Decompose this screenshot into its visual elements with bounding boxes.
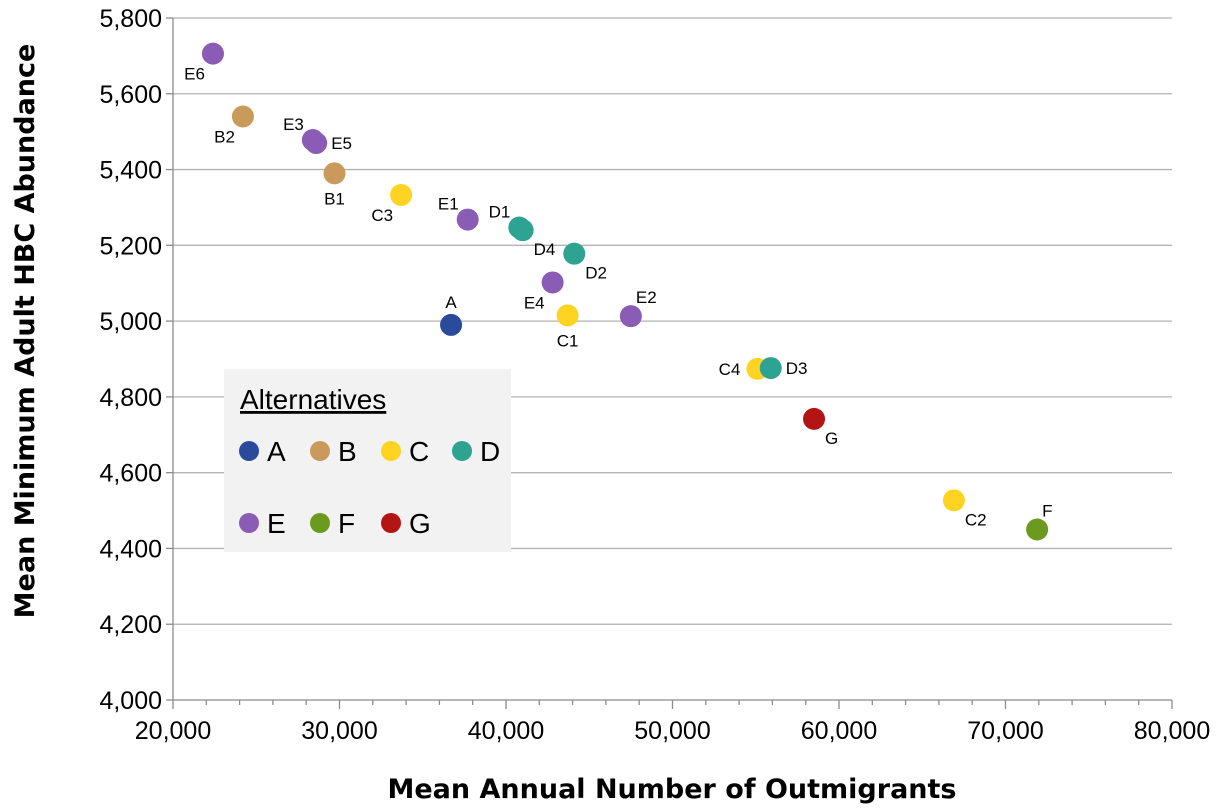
- point-label-g: G: [825, 429, 838, 448]
- point-a: [440, 313, 463, 336]
- x-tick-label: 70,000: [967, 717, 1043, 745]
- y-tick-label: 4,400: [99, 535, 162, 563]
- point-e1: [456, 208, 479, 231]
- point-c2: [942, 489, 965, 512]
- legend-marker-g: [381, 513, 401, 533]
- legend-marker-f: [310, 513, 330, 533]
- legend-label-a: A: [267, 436, 286, 467]
- legend-label-f: F: [338, 508, 355, 539]
- x-tick-label: 20,000: [135, 717, 211, 745]
- y-tick-label: 4,600: [99, 460, 162, 488]
- point-e5: [305, 132, 328, 155]
- y-axis-ticks: 4,000 4,200 4,400 4,600 4,800 5,000 5,200 5,400…: [99, 5, 173, 715]
- point-label-c4: C4: [719, 360, 741, 379]
- point-label-c2: C2: [965, 510, 987, 529]
- legend-label-b: B: [338, 436, 357, 467]
- y-tick-label: 4,800: [99, 384, 162, 412]
- x-tick-label: 30,000: [301, 717, 377, 745]
- legend-title: Alternatives: [240, 384, 386, 415]
- point-c1: [556, 304, 579, 327]
- y-tick-label: 5,200: [99, 232, 162, 260]
- x-axis-ticks: 20,000 30,000 40,000 50,000 60,000 70,000 80,0…: [135, 700, 1210, 745]
- x-axis-title: Mean Annual Number of Outmigrants: [388, 774, 957, 805]
- legend-marker-c: [381, 441, 401, 461]
- point-g: [803, 407, 826, 430]
- legend-label-c: C: [409, 436, 429, 467]
- y-tick-label: 4,200: [99, 611, 162, 639]
- point-label-d3: D3: [786, 359, 808, 378]
- legend: Alternatives A B C D E F G: [224, 369, 511, 552]
- legend-label-e: E: [267, 508, 286, 539]
- point-label-d4: D4: [534, 240, 556, 259]
- point-label-e3: E3: [283, 115, 304, 134]
- point-label-c1: C1: [557, 331, 579, 350]
- point-f: [1026, 518, 1049, 541]
- x-tick-label: 80,000: [1134, 717, 1210, 745]
- point-e4: [541, 271, 564, 294]
- y-tick-label: 5,800: [99, 5, 162, 33]
- legend-entries: A B C D E F G: [239, 436, 500, 539]
- point-label-d2: D2: [585, 264, 607, 283]
- axes: [172, 18, 1172, 701]
- legend-marker-e: [239, 513, 259, 533]
- point-b2: [231, 105, 254, 128]
- point-label-a: A: [445, 293, 457, 312]
- data-points: A B1 B2 C1 C2 C3 C4 D1 D2 D3 D4 E1 E2 E3 E4 E5 E6 F G: [184, 42, 1053, 541]
- legend-marker-a: [239, 441, 259, 461]
- point-d2: [563, 242, 586, 265]
- point-label-f: F: [1042, 502, 1052, 521]
- legend-label-d: D: [480, 436, 500, 467]
- y-tick-label: 5,600: [99, 81, 162, 109]
- legend-marker-d: [452, 441, 472, 461]
- point-label-c3: C3: [371, 206, 393, 225]
- point-label-e2: E2: [636, 288, 657, 307]
- point-c3: [390, 183, 413, 206]
- x-tick-label: 60,000: [801, 717, 877, 745]
- y-tick-label: 5,000: [99, 308, 162, 336]
- point-label-e5: E5: [331, 134, 352, 153]
- point-label-e6: E6: [184, 65, 205, 84]
- point-d3: [759, 357, 782, 380]
- legend-marker-b: [310, 441, 330, 461]
- point-label-b2: B2: [214, 128, 235, 147]
- y-tick-label: 4,000: [99, 687, 162, 715]
- point-label-e1: E1: [438, 195, 459, 214]
- x-tick-label: 40,000: [468, 717, 544, 745]
- point-label-e4: E4: [524, 293, 545, 312]
- point-d4: [511, 219, 534, 242]
- point-e6: [201, 42, 224, 65]
- legend-label-g: G: [409, 508, 431, 539]
- y-tick-label: 5,400: [99, 157, 162, 185]
- point-label-b1: B1: [324, 189, 345, 208]
- x-tick-label: 50,000: [634, 717, 710, 745]
- point-b1: [323, 162, 346, 185]
- point-e2: [619, 305, 642, 328]
- y-axis-title: Mean Minimum Adult HBC Abundance: [10, 44, 41, 619]
- point-label-d1: D1: [489, 203, 511, 222]
